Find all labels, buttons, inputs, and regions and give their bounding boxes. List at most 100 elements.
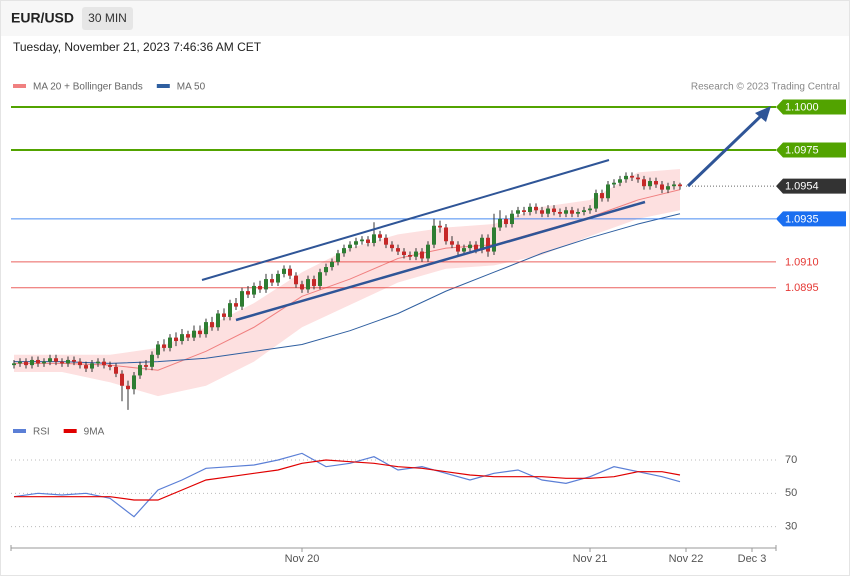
candle-body	[156, 344, 160, 355]
candle-body	[90, 363, 94, 369]
level-tag	[776, 99, 846, 115]
interval: 30 MIN	[88, 11, 127, 25]
candle-body	[84, 365, 88, 369]
candle-body	[126, 385, 130, 390]
x-tick-label: Nov 21	[573, 553, 608, 565]
arrow-head	[755, 106, 771, 122]
candle-body	[366, 239, 370, 243]
candle-body	[102, 361, 106, 366]
candle-body	[666, 186, 670, 190]
candle-body	[252, 285, 256, 295]
candle-body	[228, 303, 232, 317]
forecast-arrow	[686, 113, 764, 188]
legend-label: RSI	[33, 427, 50, 438]
candle-body	[96, 361, 100, 364]
candle-body	[630, 175, 634, 178]
candle-body	[660, 184, 664, 190]
candle-body	[498, 218, 502, 228]
candle-body	[540, 210, 544, 214]
level-label: 1.0935	[785, 213, 819, 225]
candle-body	[342, 248, 346, 254]
candle-body	[330, 261, 334, 268]
candle-body	[66, 359, 70, 364]
candle-body	[624, 175, 628, 180]
candle-body	[186, 334, 190, 338]
candle-body	[504, 218, 508, 225]
legend-label: MA 50	[177, 82, 206, 93]
legend-swatch	[13, 84, 26, 88]
candle-body	[348, 244, 352, 249]
candle-body	[72, 359, 76, 362]
candle-body	[234, 303, 238, 307]
candle-body	[18, 361, 22, 364]
candle-body	[426, 244, 430, 259]
candle-body	[78, 361, 82, 366]
candle-body	[558, 211, 562, 214]
x-tick-label: Nov 20	[285, 553, 320, 565]
candle-body	[288, 268, 292, 276]
candle-body	[270, 279, 274, 283]
candle-body	[546, 208, 550, 214]
candle-body	[606, 184, 610, 199]
candle-body	[654, 181, 658, 185]
candle-body	[198, 330, 202, 335]
legend-swatch	[63, 429, 77, 433]
candle-body	[462, 248, 466, 252]
candle-body	[390, 244, 394, 249]
candle-body	[480, 237, 484, 250]
candle-body	[588, 208, 592, 211]
candle-body	[672, 184, 676, 187]
legend-label: MA 20 + Bollinger Bands	[33, 82, 143, 93]
candle-body	[648, 181, 652, 187]
candle-body	[216, 313, 220, 328]
candle-body	[678, 184, 682, 187]
candle-body	[42, 361, 46, 364]
timestamp: Tuesday, November 21, 2023 7:46:36 AM CE…	[13, 40, 262, 54]
candle-body	[144, 365, 148, 367]
header-bar	[1, 1, 849, 36]
candle-body	[468, 244, 472, 249]
candle-body	[60, 361, 64, 364]
candle-body	[510, 213, 514, 225]
candle-body	[24, 361, 28, 366]
candle-body	[372, 234, 376, 243]
series-line	[14, 459, 681, 501]
candle-body	[174, 337, 178, 342]
candle-body	[516, 210, 520, 214]
candle-body	[600, 193, 604, 199]
candle-body	[114, 366, 118, 374]
candle-body	[534, 206, 538, 211]
series-line	[13, 452, 681, 518]
level-tag	[776, 211, 846, 227]
candle-body	[240, 291, 244, 307]
candle-body	[402, 251, 406, 255]
candle-body	[168, 337, 172, 348]
candle-body	[552, 208, 556, 212]
candle-body	[396, 248, 400, 252]
candle-body	[414, 251, 418, 257]
channel-lower	[235, 200, 646, 322]
candle-body	[162, 344, 166, 348]
candle-body	[474, 244, 478, 250]
candle-body	[180, 334, 184, 342]
level-label: 1.1000	[785, 101, 819, 113]
y-tick-label: 70	[785, 454, 797, 466]
candle-body	[570, 210, 574, 214]
candle-body	[528, 206, 532, 212]
candle-body	[246, 291, 250, 295]
candle-body	[642, 179, 646, 187]
legend-label: 9MA	[84, 427, 105, 438]
candle-body	[408, 255, 412, 257]
level-label: 1.0895	[785, 282, 819, 294]
candle-body	[204, 322, 208, 335]
candle-body	[522, 210, 526, 212]
candle-body	[210, 322, 214, 328]
candle-body	[444, 227, 448, 242]
candle-body	[354, 241, 358, 245]
candle-body	[456, 244, 460, 252]
rsi-panel: RSI 9MA 30 50 70	[11, 427, 797, 533]
candle-body	[48, 358, 52, 362]
candle-body	[222, 313, 226, 317]
candle-body	[636, 177, 640, 180]
